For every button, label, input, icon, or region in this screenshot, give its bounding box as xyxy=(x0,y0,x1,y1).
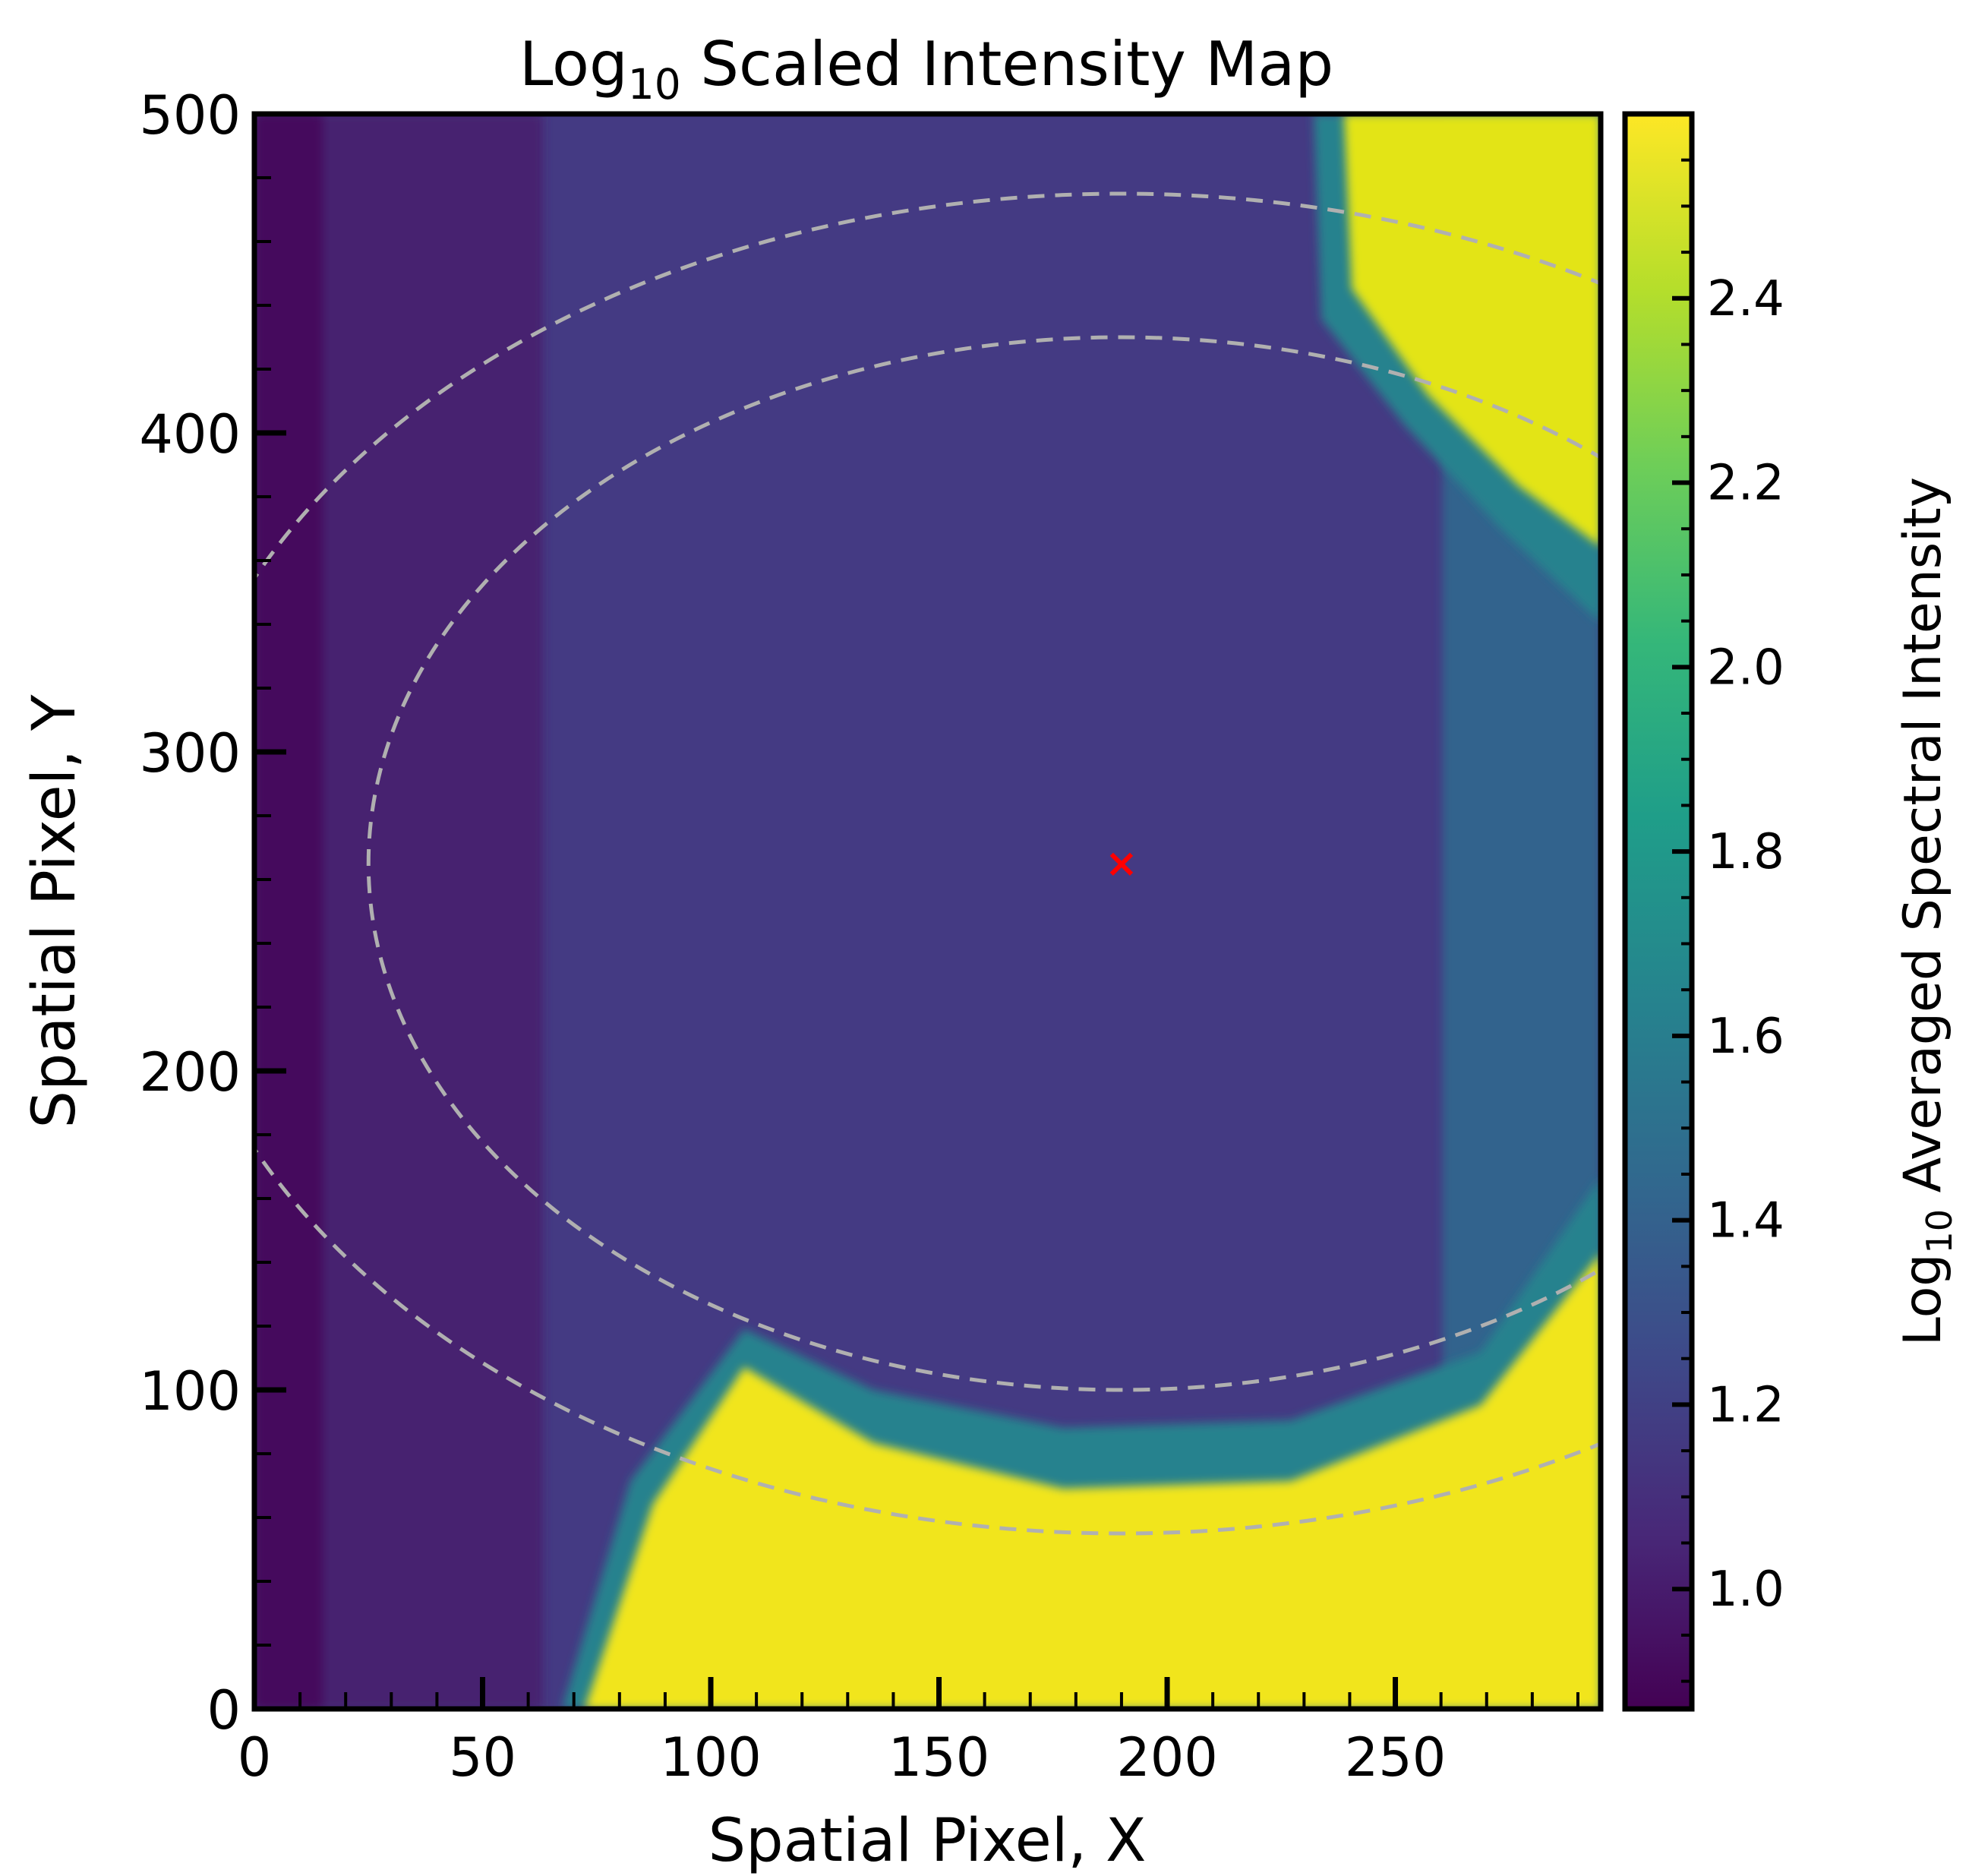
overlay-layer xyxy=(254,191,1601,1536)
x-tick-label: 50 xyxy=(449,1726,516,1789)
outer-dashed-ring xyxy=(254,191,1601,1536)
heatmap-area xyxy=(254,114,1601,1709)
x-axis-ticks: 0 50 100 150 200 250 xyxy=(238,1677,1579,1789)
y-tick-label: 100 xyxy=(139,1360,241,1423)
colorbar-tick-label: 1.6 xyxy=(1707,1009,1784,1065)
colorbar-label: Log10 Averaged Spectral Intensity xyxy=(1893,477,1960,1346)
y-tick-label: 0 xyxy=(207,1679,241,1742)
y-axis-label: Spatial Pixel, Y xyxy=(21,694,89,1128)
y-tick-label: 200 xyxy=(139,1041,241,1104)
title-log: Log xyxy=(519,29,628,99)
colorbar-label-rest: Averaged Spectral Intensity xyxy=(1893,477,1953,1209)
x-tick-label: 200 xyxy=(1116,1726,1218,1789)
colorbar-tick-label: 1.2 xyxy=(1707,1377,1784,1433)
colorbar-tick-label: 1.0 xyxy=(1707,1562,1784,1618)
y-tick-label: 400 xyxy=(139,403,241,466)
x-tick-label: 250 xyxy=(1345,1726,1447,1789)
x-tick-label: 0 xyxy=(238,1726,272,1789)
heatmap-left-edge xyxy=(254,114,323,1709)
colorbar-tick-label: 1.8 xyxy=(1707,824,1784,880)
plot-frame xyxy=(251,111,1604,1712)
center-marker: × xyxy=(1105,841,1138,886)
colorbar-tick-label: 2.4 xyxy=(1707,271,1784,327)
colorbar-tick-label: 1.4 xyxy=(1707,1193,1784,1249)
x-axis-label: Spatial Pixel, X xyxy=(708,1807,1147,1875)
colorbar xyxy=(1622,111,1695,1712)
colorbar-tick-label: 2.0 xyxy=(1707,640,1784,696)
colorbar-ticks: 1.0 1.2 1.4 1.6 1.8 2.0 2.2 2.4 xyxy=(1672,112,1784,1683)
title-rest: Scaled Intensity Map xyxy=(681,29,1333,99)
inner-dashed-ring xyxy=(367,335,1601,1392)
colorbar-label-subscript: 10 xyxy=(1919,1209,1960,1254)
y-axis-ticks: 0 100 200 300 400 500 xyxy=(139,84,286,1742)
y-tick-label: 300 xyxy=(139,722,241,785)
colorbar-label-log: Log xyxy=(1893,1254,1953,1346)
title-subscript: 10 xyxy=(628,60,681,109)
x-tick-label: 150 xyxy=(888,1726,990,1789)
heatmap-bottom-bright xyxy=(585,1253,1601,1709)
x-tick-label: 100 xyxy=(660,1726,762,1789)
chart-title: Log10 Scaled Intensity Map xyxy=(519,29,1333,109)
colorbar-tick-label: 2.2 xyxy=(1707,456,1784,512)
y-tick-label: 500 xyxy=(139,84,241,147)
heatmap-top-right-bright xyxy=(1344,114,1601,547)
